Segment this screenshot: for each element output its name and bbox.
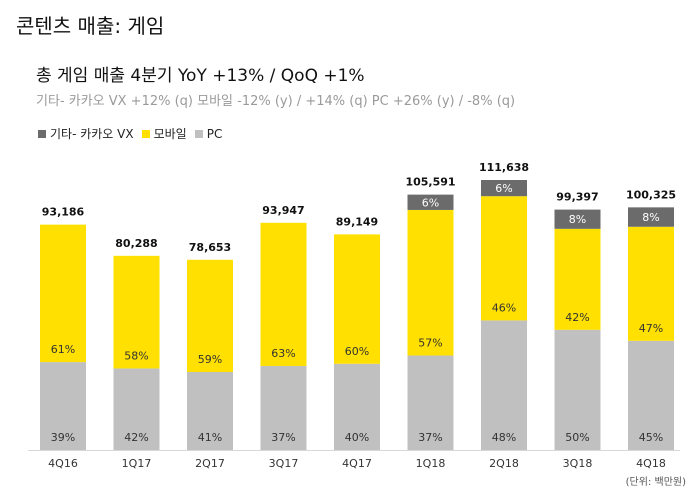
bar-segment-mobile <box>628 226 674 341</box>
bar-segment-other <box>628 207 674 227</box>
bar-segment-pc <box>481 320 527 450</box>
segment-label-pc: 50% <box>565 431 589 444</box>
bar-segment-pc <box>187 372 233 450</box>
bar-segment-pc <box>407 355 454 450</box>
bar-total-label: 99,397 <box>556 191 598 204</box>
segment-label-mobile: 42% <box>565 311 589 324</box>
legend-label-pc: PC <box>206 126 223 141</box>
legend-swatch-mobile <box>141 129 150 138</box>
segment-label-mobile: 63% <box>271 347 295 360</box>
bar-segment-pc <box>113 368 160 450</box>
x-tick-label: 2Q17 <box>195 457 225 470</box>
bar-total-label: 105,591 <box>405 176 455 189</box>
legend-swatch-other <box>38 129 46 138</box>
x-tick-label: 3Q17 <box>269 457 299 470</box>
segment-label-pc: 37% <box>418 431 442 444</box>
bar-segment-mobile <box>260 222 307 366</box>
bar-segment-mobile <box>554 228 601 330</box>
unit-note: (단위: 백만원) <box>625 477 686 488</box>
segment-label-mobile: 60% <box>345 345 369 358</box>
segment-label-other: 8% <box>642 211 659 224</box>
segment-label-mobile: 58% <box>124 349 148 362</box>
bar-segment-other <box>407 194 454 210</box>
segment-label-mobile: 61% <box>51 343 75 356</box>
bar-segment-mobile <box>481 196 527 321</box>
segment-label-mobile: 59% <box>198 353 222 366</box>
segment-label-mobile: 57% <box>418 337 442 350</box>
legend-swatch-pc <box>194 129 203 138</box>
x-tick-label: 4Q17 <box>342 457 372 470</box>
bar-total-label: 78,653 <box>189 241 231 254</box>
legend-label-other: 기타- 카카오 VX <box>50 127 134 141</box>
bar-total-label: 80,288 <box>115 237 157 250</box>
segment-label-pc: 48% <box>492 431 516 444</box>
chart-legend: 기타- 카카오 VX 모바일 PC <box>38 125 230 142</box>
bar-segment-mobile <box>40 224 86 363</box>
headline: 총 게임 매출 4분기 YoY +13% / QoQ +1% <box>36 66 365 86</box>
legend-label-mobile: 모바일 <box>153 127 187 141</box>
bar-segment-pc <box>628 340 674 450</box>
segment-label-pc: 45% <box>639 431 663 444</box>
bar-segment-mobile <box>187 259 233 373</box>
x-tick-label: 3Q18 <box>563 457 593 470</box>
x-tick-label: 1Q17 <box>122 457 152 470</box>
bar-total-label: 100,325 <box>626 188 676 201</box>
segment-label-pc: 42% <box>124 431 148 444</box>
bar-segment-other <box>554 209 601 229</box>
segment-label-pc: 41% <box>198 431 222 444</box>
segment-label-pc: 37% <box>271 431 295 444</box>
bar-segment-pc <box>334 363 380 450</box>
bar-segment-mobile <box>113 255 160 369</box>
bar-segment-mobile <box>334 234 380 364</box>
legend-item-pc: PC <box>194 126 223 141</box>
segment-label-other: 6% <box>422 196 439 209</box>
bar-total-label: 111,638 <box>479 161 529 174</box>
page-title: 콘텐츠 매출: 게임 <box>16 14 165 38</box>
segment-label-mobile: 47% <box>639 322 663 335</box>
x-tick-label: 4Q16 <box>48 457 78 470</box>
legend-item-mobile: 모바일 <box>141 125 187 142</box>
subline: 기타- 카카오 VX +12% (q) 모바일 -12% (y) / +14% … <box>36 94 516 109</box>
bar-segment-other <box>481 180 527 197</box>
bar-segment-mobile <box>407 209 454 356</box>
x-tick-label: 2Q18 <box>489 457 519 470</box>
segment-label-pc: 39% <box>51 431 75 444</box>
segment-label-pc: 40% <box>345 431 369 444</box>
bar-total-label: 89,149 <box>336 215 378 228</box>
bar-segment-pc <box>554 329 601 450</box>
bar-total-label: 93,947 <box>262 204 304 217</box>
legend-item-other: 기타- 카카오 VX <box>38 125 134 142</box>
x-tick-label: 1Q18 <box>416 457 446 470</box>
bar-segment-pc <box>40 362 86 450</box>
x-tick-label: 4Q18 <box>636 457 666 470</box>
bar-segment-pc <box>260 365 307 450</box>
segment-label-other: 6% <box>495 182 512 195</box>
bar-total-label: 93,186 <box>42 206 85 219</box>
segment-label-mobile: 46% <box>492 301 516 314</box>
segment-label-other: 8% <box>569 213 586 226</box>
